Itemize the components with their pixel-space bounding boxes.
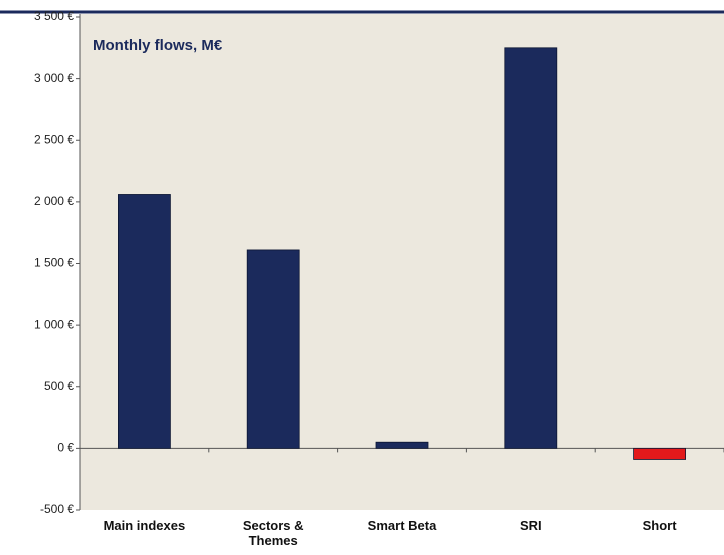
x-tick-label: Sectors & Themes [242,518,304,548]
bar [504,47,558,449]
bar [633,447,686,460]
x-tick-label: Short [642,518,677,533]
chart-title: Monthly flows, M€ [93,37,223,54]
x-tick-label: SRI [519,518,542,533]
y-tick-label: 2 500 € [34,132,74,146]
y-tick-label: 3 500 € [34,9,74,23]
x-tick-label: Main indexes [103,518,186,533]
y-tick-label: 1 500 € [34,256,74,270]
y-tick-label: 0 € [57,441,74,455]
y-tick-label: 2 000 € [34,194,74,208]
plot-area [80,14,724,510]
y-tick-label: 3 000 € [34,71,74,85]
bar [375,441,429,449]
bar [118,194,171,449]
y-tick-label: 1 000 € [34,317,74,331]
x-tick-label: Smart Beta [367,518,437,533]
bar [246,249,300,449]
y-tick-label: -500 € [40,502,74,516]
y-tick-label: 500 € [44,379,74,393]
